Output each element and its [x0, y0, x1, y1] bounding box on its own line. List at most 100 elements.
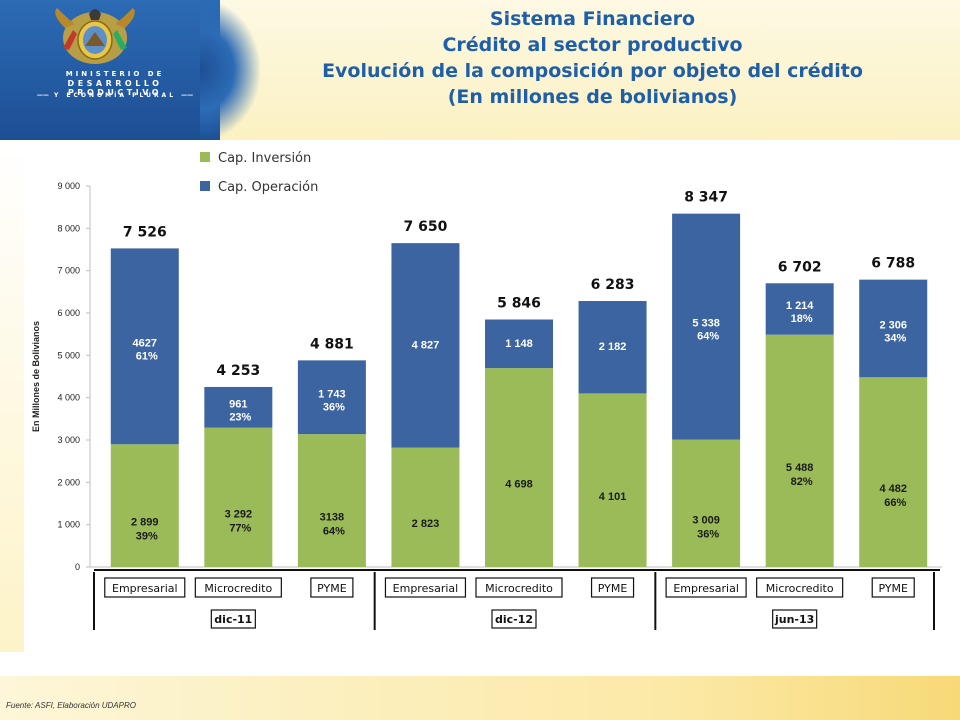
- bar-operacion-label: 961: [229, 398, 247, 410]
- category-label: Empresarial: [673, 582, 739, 595]
- title-line-2: Crédito al sector productivo: [442, 34, 743, 56]
- bar-inversion-label: 3 009: [692, 514, 720, 526]
- bar-inversion-pct: 66%: [884, 497, 906, 509]
- left-strip: [0, 140, 24, 652]
- bar-inversion-label: 3 292: [225, 508, 253, 520]
- y-tick-label: 6 000: [57, 308, 80, 318]
- bar-inversion-label: 2 899: [131, 517, 159, 529]
- period-box: [210, 609, 256, 629]
- category-box: [104, 577, 186, 598]
- bar-operacion-pct: 23%: [229, 411, 251, 423]
- category-label: Microcredito: [204, 582, 272, 595]
- ministry-line-3: —— Y ECONOMÍA PLURAL ——: [36, 92, 194, 99]
- bar-inversion: [110, 444, 179, 567]
- bar-inversion: [672, 439, 741, 567]
- bar-operacion: [204, 386, 273, 428]
- y-tick-label: 8 000: [57, 223, 80, 233]
- logo-panel: MINISTERIO DE DESARROLLO PRODUCTIVO —— Y…: [0, 0, 220, 140]
- bar-inversion-label: 2 823: [412, 518, 440, 530]
- category-label: Microcredito: [485, 582, 553, 595]
- bar-total-label: 4 253: [216, 363, 260, 379]
- bar-inversion: [859, 377, 928, 567]
- category-box: [871, 577, 915, 598]
- bar-inversion-pct: 77%: [229, 522, 251, 534]
- bar-inversion-label: 4 698: [505, 479, 533, 491]
- bar-operacion: [578, 301, 647, 394]
- logo-wave: [200, 0, 260, 140]
- category-label: PYME: [317, 582, 347, 595]
- bar-operacion: [485, 319, 553, 369]
- footer-band: [0, 676, 960, 720]
- category-box: [384, 577, 467, 598]
- bar-operacion: [765, 283, 834, 335]
- bar-operacion-pct: 18%: [791, 313, 813, 325]
- legend-label-inversion: Cap. Inversión: [218, 151, 311, 166]
- category-box: [310, 577, 354, 598]
- category-box: [475, 577, 563, 598]
- category-label: PYME: [598, 582, 628, 595]
- bar-inversion: [485, 368, 553, 567]
- bar-operacion-label: 2 306: [879, 319, 907, 331]
- bar-total-label: 6 788: [871, 256, 915, 272]
- ministry-line-1: MINISTERIO DE: [65, 70, 165, 78]
- bar-operacion-label: 4 827: [412, 339, 440, 351]
- period-label: jun-13: [774, 613, 814, 626]
- period-label: dic-11: [214, 613, 252, 626]
- bar-operacion: [110, 248, 179, 445]
- legend-swatch-inversion: [200, 152, 210, 162]
- bar-operacion: [391, 243, 460, 448]
- bar-inversion: [297, 434, 366, 567]
- bar-inversion-label: 4 482: [879, 483, 907, 495]
- bar-total-label: 5 846: [497, 296, 541, 312]
- period-box: [772, 609, 818, 629]
- legend-label-operacion: Cap. Operación: [218, 180, 318, 195]
- bar-operacion-label: 5 338: [692, 318, 720, 330]
- bar-total-label: 8 347: [684, 190, 728, 206]
- y-axis-title: En Millones de Bolivianos: [31, 321, 41, 432]
- category-label: Empresarial: [393, 582, 459, 595]
- bar-operacion: [672, 213, 741, 440]
- bar-total-label: 6 283: [591, 277, 635, 293]
- bar-operacion-pct: 64%: [697, 331, 719, 343]
- bar-total-label: 7 650: [404, 219, 448, 235]
- y-tick-label: 5 000: [57, 350, 80, 360]
- bar-total-label: 4 881: [310, 336, 354, 352]
- bar-inversion-pct: 36%: [697, 528, 719, 540]
- bar-operacion-label: 1 743: [318, 388, 346, 400]
- bar-inversion-pct: 82%: [791, 476, 813, 488]
- y-tick-label: 1 000: [57, 520, 80, 530]
- bar-inversion-label: 5 488: [786, 462, 814, 474]
- bar-operacion-label: 4627: [133, 337, 157, 349]
- legend-swatch-operacion: [200, 181, 210, 191]
- bar-operacion-pct: 36%: [323, 401, 345, 413]
- title-line-1: Sistema Financiero: [489, 8, 696, 30]
- bar-inversion: [578, 393, 647, 567]
- category-box: [590, 577, 635, 598]
- ministry-line-2: DESARROLLO PRODUCTIVO: [67, 79, 163, 97]
- period-label: dic-12: [495, 613, 533, 626]
- bar-inversion-pct: 64%: [323, 526, 345, 538]
- y-tick-label: 3 000: [57, 435, 80, 445]
- bar-inversion: [765, 334, 834, 567]
- bar-inversion-pct: 39%: [136, 531, 158, 543]
- bar-inversion-label: 3138: [320, 512, 344, 524]
- bar-operacion: [859, 279, 928, 378]
- category-label: PYME: [878, 582, 908, 595]
- bar-inversion: [391, 447, 460, 567]
- category-box: [194, 577, 282, 598]
- bar-inversion: [204, 427, 273, 567]
- bar-operacion-pct: 61%: [136, 350, 158, 362]
- category-box: [665, 577, 747, 598]
- bar-operacion-label: 2 182: [599, 341, 627, 353]
- category-box: [756, 577, 844, 598]
- category-label: Empresarial: [112, 582, 178, 595]
- y-tick-label: 9 000: [57, 181, 80, 191]
- coat-of-arms-icon: [55, 8, 135, 64]
- bar-total-label: 6 702: [778, 259, 822, 275]
- bar-operacion-label: 1 148: [505, 338, 533, 350]
- y-tick-label: 7 000: [57, 266, 80, 276]
- period-box: [491, 609, 537, 629]
- title-line-3: Evolución de la composición por objeto d…: [322, 60, 863, 82]
- category-label: Microcredito: [766, 582, 834, 595]
